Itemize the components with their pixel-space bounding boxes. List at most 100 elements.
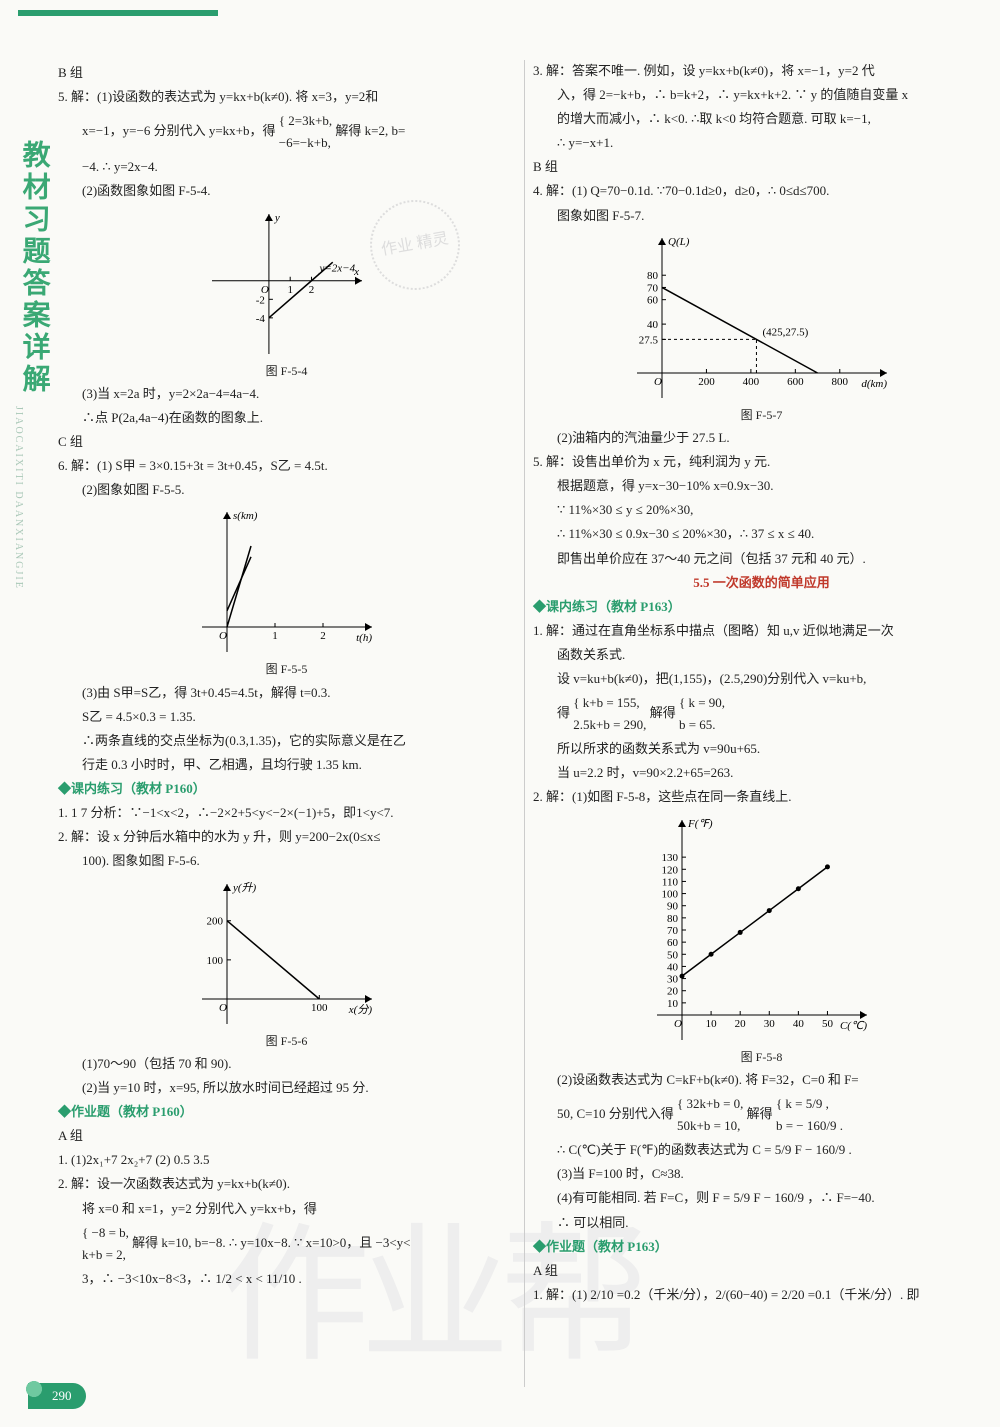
r2-sys-l2: 50k+b = 10, (677, 1115, 743, 1137)
la-q1: 1. (1)2x₁+7 2x₂+7 (2) 0.5 3.5 (58, 1149, 515, 1171)
la-q2-sys-l1: { −8 = b, (82, 1222, 129, 1244)
svg-text:30: 30 (763, 1018, 775, 1030)
l-q1: 1. 1 7 分析：∵−1<x<2，∴−2×2+5<y<−2×(−1)+5，即1… (58, 802, 515, 824)
ra-q1: 1. 解：(1) 2/10 =0.2（千米/分），2/(60−40) = 2/2… (533, 1284, 990, 1306)
la-q3-line1: 3. 解：答案不唯一. 例如，设 y=kx+b(k≠0)，将 x=−1，y=2 … (533, 60, 990, 82)
svg-text:x(分): x(分) (347, 1003, 372, 1016)
svg-text:F(℉): F(℉) (687, 818, 713, 830)
r4-line2: 图象如图 F-5-7. (533, 205, 990, 227)
svg-text:200: 200 (698, 376, 715, 388)
svg-text:600: 600 (787, 376, 804, 388)
figure-f-5-6-caption: 图 F-5-6 (58, 1031, 515, 1051)
svg-text:d(km): d(km) (861, 378, 887, 390)
top-strip (18, 10, 218, 16)
r2-sys: 50, C=10 分别代入得 { 32k+b = 0, 50k+b = 10, … (533, 1093, 990, 1137)
svg-text:200: 200 (206, 915, 223, 927)
svg-text:(425,27.5): (425,27.5) (762, 326, 808, 338)
svg-text:120: 120 (661, 864, 678, 876)
r1-line2: 函数关系式. (533, 644, 990, 666)
inclass-p160-header: ◆课内练习（教材 P160） (58, 778, 515, 800)
r2-sys-mid: 解得 (747, 1106, 773, 1121)
svg-text:t(h): t(h) (356, 632, 372, 644)
q6-line3: (3)由 S甲=S乙，得 3t+0.45=4.5t，解得 t=0.3. (58, 682, 515, 704)
la-q2-sys: { −8 = b, k+b = 2, 解得 k=10, b=−8. ∴ y=10… (58, 1222, 515, 1266)
svg-text:40: 40 (647, 319, 659, 331)
svg-text:-4: -4 (255, 312, 265, 324)
svg-text:-2: -2 (255, 294, 264, 306)
q6-line5: ∴两条直线的交点坐标为(0.3,1.35)，它的实际意义是在乙 (58, 730, 515, 752)
r5-line5: 即售出单价应在 37～40 元之间（包括 37 元和 40 元）. (533, 548, 990, 570)
r1-sys: 得 { k+b = 155, 2.5k+b = 290, 解得 { k = 90… (533, 692, 990, 736)
svg-text:80: 80 (667, 912, 679, 924)
r5-line4: ∴ 11%×30 ≤ 0.9x−30 ≤ 20%×30，∴ 37 ≤ x ≤ 4… (533, 523, 990, 545)
svg-text:1: 1 (287, 283, 293, 295)
svg-text:20: 20 (734, 1018, 746, 1030)
r2-line4: (3)当 F=100 时，C≈38. (533, 1163, 990, 1185)
r1-line3: 设 v=ku+b(k≠0)，把(1,155)，(2.5,290)分别代入 v=k… (533, 668, 990, 690)
svg-text:O: O (219, 1002, 227, 1014)
inclass-p163-header: ◆课内练习（教材 P163） (533, 596, 990, 618)
svg-text:y: y (273, 212, 279, 224)
q5-line2: x=−1，y=−6 分别代入 y=kx+b，得 { 2=3k+b, −6=−k+… (58, 110, 515, 154)
r-cont-line: ∴ y=−x+1. (533, 132, 990, 154)
svg-text:2: 2 (308, 283, 314, 295)
la-q2-line3: 3，∴ −3<10x−8<3，∴ 1/2 < x < 11/10 . (58, 1268, 515, 1290)
svg-text:O: O (654, 376, 662, 388)
svg-text:O: O (674, 1018, 682, 1030)
r2-sys-r2: b = − 160/9 . (776, 1115, 843, 1137)
r2-sys-pre: 50, C=10 分别代入得 (557, 1106, 674, 1121)
r5-line2: 根据题意，得 y=x−30−10% x=0.9x−30. (533, 475, 990, 497)
figure-f-5-5: Ot(h)s(km)12 (197, 507, 377, 657)
svg-text:100: 100 (311, 1002, 328, 1014)
r2-line2: (2)设函数表达式为 C=kF+b(k≠0). 将 F=32，C=0 和 F= (533, 1069, 990, 1091)
la-q2-sys-l2: k+b = 2, (82, 1244, 129, 1266)
svg-text:27.5: 27.5 (638, 334, 658, 346)
svg-text:70: 70 (647, 282, 659, 294)
q5-line3: −4. ∴ y=2x−4. (58, 156, 515, 178)
l-q2-line2: 100). 图象如图 F-5-6. (58, 850, 515, 872)
svg-text:C(℃): C(℃) (839, 1020, 866, 1032)
la-q3-line3: 的增大而减小，∴ k<0. ∴取 k<0 均符合题意. 可取 k=−1, (533, 108, 990, 130)
svg-text:s(km): s(km) (233, 510, 258, 522)
q6-line6: 行走 0.3 小时时，甲、乙相遇，且均行驶 1.35 km. (58, 754, 515, 776)
svg-text:60: 60 (667, 937, 679, 949)
q5-line2-text: x=−1，y=−6 分别代入 y=kx+b，得 (82, 123, 276, 138)
q5-line1: 5. 解：(1)设函数的表达式为 y=kx+b(k≠0). 将 x=3，y=2和 (58, 86, 515, 108)
svg-text:400: 400 (742, 376, 759, 388)
q6-line1: 6. 解：(1) S甲 = 3×0.15+3t = 3t+0.45，S乙 = 4… (58, 455, 515, 477)
svg-text:50: 50 (667, 949, 679, 961)
svg-text:1: 1 (272, 630, 278, 642)
svg-text:800: 800 (831, 376, 848, 388)
svg-text:30: 30 (667, 973, 679, 985)
r2-line1: 2. 解：(1)如图 F-5-8，这些点在同一条直线上. (533, 786, 990, 808)
group-b-header: B 组 (58, 62, 515, 84)
figure-f-5-8: OC(℃)F(℉)1020304050102030405060708090100… (652, 815, 872, 1045)
figure-f-5-6: Ox(分)y(升)100100200 (197, 879, 377, 1029)
svg-text:O: O (219, 630, 227, 642)
r1-line5: 当 u=2.2 时，v=90×2.2+65=263. (533, 762, 990, 784)
r2-line5: (4)有可能相同. 若 F=C，则 F = 5/9 F − 160/9 ，∴ F… (533, 1187, 990, 1209)
svg-text:40: 40 (792, 1018, 804, 1030)
svg-text:100: 100 (206, 954, 223, 966)
l-q2-line3: (1)70～90（包括 70 和 90). (58, 1053, 515, 1075)
r1-line4: 所以所求的函数关系式为 v=90u+65. (533, 738, 990, 760)
q5-sys-l2: −6=−k+b, (279, 132, 332, 154)
r1-line1: 1. 解：通过在直角坐标系中描点（图略）知 u,v 近似地满足一次 (533, 620, 990, 642)
sidebar-title-pinyin: JIAOCAIXITI DAANXIANGJIE (10, 406, 27, 590)
svg-text:50: 50 (821, 1018, 833, 1030)
la-q2-line1: 2. 解：设一次函数表达式为 y=kx+b(k≠0). (58, 1173, 515, 1195)
figure-f-5-7-caption: 图 F-5-7 (533, 405, 990, 425)
r1-sys-r2: b = 65. (679, 714, 725, 736)
svg-text:20: 20 (667, 985, 679, 997)
r2-line3: ∴ C(℃)关于 F(℉)的函数表达式为 C = 5/9 F − 160/9 . (533, 1139, 990, 1161)
svg-text:70: 70 (667, 925, 679, 937)
svg-text:100: 100 (661, 888, 678, 900)
figure-f-5-8-caption: 图 F-5-8 (533, 1047, 990, 1067)
la-q2-line2: 将 x=0 和 x=1，y=2 分别代入 y=kx+b，得 (58, 1198, 515, 1220)
svg-text:90: 90 (667, 900, 679, 912)
r1-sys-pre: 得 (557, 705, 570, 720)
r2-sys-l1: { 32k+b = 0, (677, 1093, 743, 1115)
la-q2-sys-r: 解得 k=10, b=−8. ∴ y=10x−8. ∵ x=10>0，且 −3<… (132, 1235, 410, 1250)
r2-sys-r1: { k = 5/9 , (776, 1093, 843, 1115)
l-q2-line4: (2)当 y=10 时，x=95, 所以放水时间已经超过 95 分. (58, 1077, 515, 1099)
